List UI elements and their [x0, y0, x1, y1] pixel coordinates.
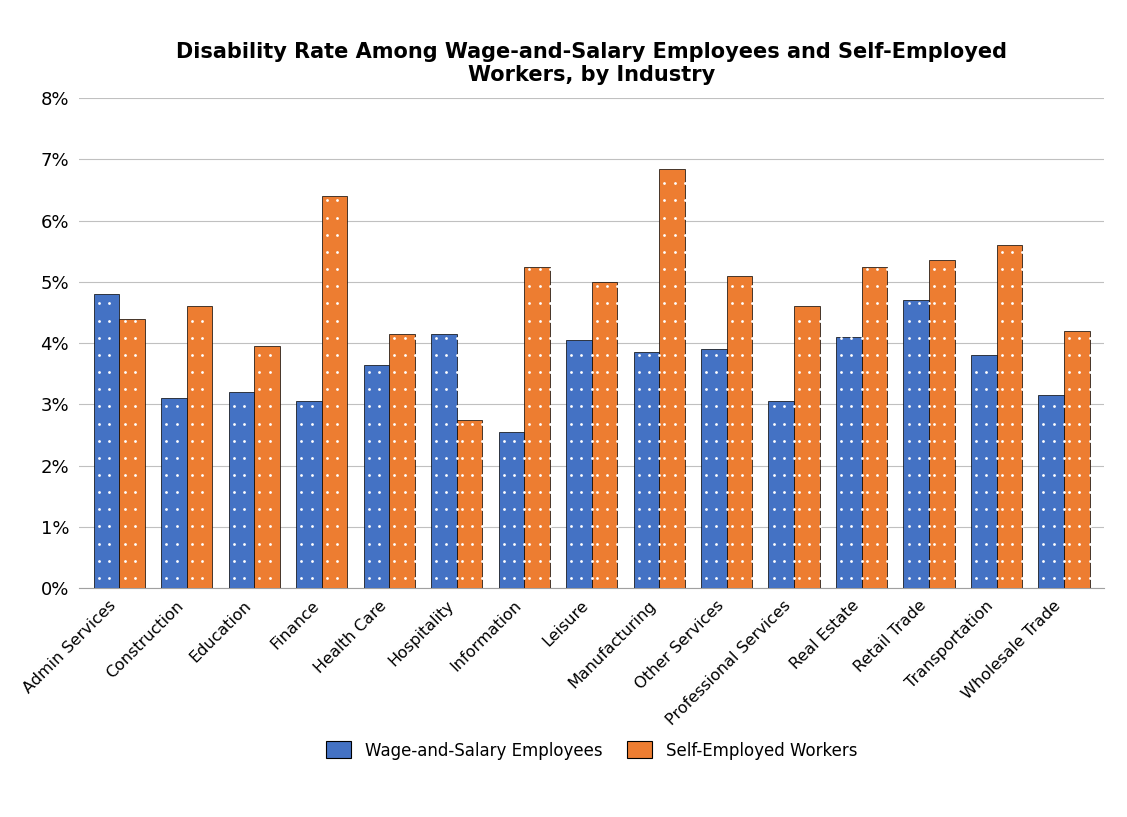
Bar [1038, 395, 1064, 588]
Bar [94, 294, 119, 588]
Bar [432, 334, 456, 588]
Bar [161, 399, 187, 588]
Bar [498, 432, 524, 588]
Bar [592, 282, 618, 588]
Bar [566, 340, 592, 588]
Bar [769, 401, 795, 588]
Bar [929, 261, 955, 588]
Bar [296, 401, 322, 588]
Bar [659, 168, 685, 588]
Bar [187, 306, 213, 588]
Bar [795, 306, 819, 588]
Bar [861, 266, 887, 588]
Bar [364, 364, 389, 588]
Bar [322, 196, 347, 588]
Bar [836, 337, 861, 588]
Bar [229, 392, 255, 588]
Bar [524, 266, 550, 588]
Bar [904, 300, 929, 588]
Bar [970, 355, 996, 588]
Bar [996, 245, 1022, 588]
Bar [1064, 331, 1090, 588]
Title: Disability Rate Among Wage-and-Salary Employees and Self-Employed
Workers, by In: Disability Rate Among Wage-and-Salary Em… [176, 42, 1008, 85]
Legend: Wage-and-Salary Employees, Self-Employed Workers: Wage-and-Salary Employees, Self-Employed… [320, 734, 863, 766]
Bar [701, 350, 727, 588]
Bar [633, 352, 659, 588]
Bar [389, 334, 415, 588]
Bar [456, 420, 482, 588]
Bar [255, 346, 279, 588]
Bar [727, 276, 752, 588]
Bar [119, 319, 145, 588]
